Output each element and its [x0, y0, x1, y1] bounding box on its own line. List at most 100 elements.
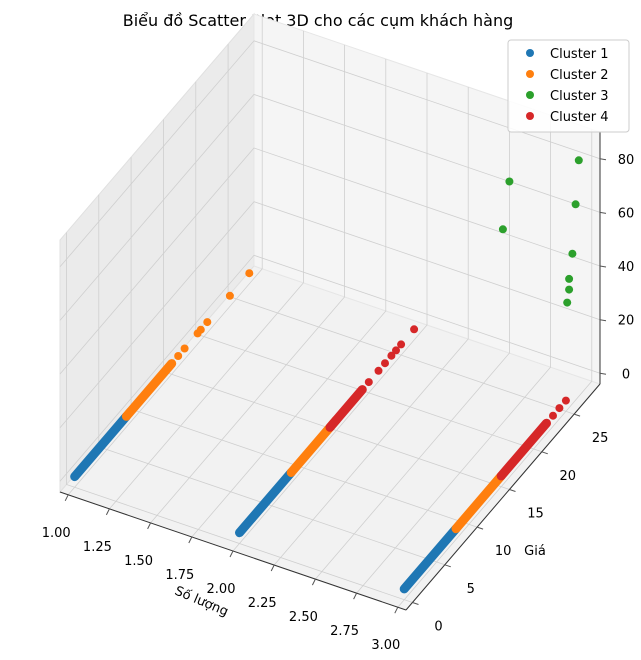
z-grid-line — [59, 254, 601, 482]
z-grid-line — [59, 93, 601, 321]
x-tick-mark — [147, 522, 152, 530]
scatter-point — [574, 156, 583, 165]
y-tick-label: 10 — [495, 544, 512, 559]
legend-label: Cluster 2 — [550, 68, 609, 83]
scatter-point-run — [399, 524, 461, 594]
y-tick-mark — [412, 602, 419, 605]
x-grid-line — [356, 115, 551, 594]
x-grid-line — [67, 16, 263, 496]
y-tick-mark — [573, 413, 581, 417]
x-tick-label: 3.00 — [371, 638, 400, 653]
scatter-point — [225, 291, 234, 300]
legend-label: Cluster 4 — [550, 110, 609, 125]
z-grid-line — [59, 147, 601, 375]
z-tick-label: 20 — [618, 314, 635, 329]
chart-title: Biểu đồ Scatter Plot 3D cho các cụm khác… — [123, 11, 514, 30]
x-tick-label: 1.75 — [165, 568, 194, 583]
scatter-point — [245, 269, 254, 278]
y-tick-mark — [509, 489, 516, 492]
z-tick-mark — [599, 372, 607, 375]
x-grid-line — [191, 59, 387, 538]
x-tick-mark — [353, 592, 358, 600]
scatter-point-run — [70, 411, 131, 482]
x-tick-mark — [394, 606, 399, 614]
legend-marker — [526, 91, 534, 99]
scatter-point — [565, 285, 574, 294]
scatter-point-run — [121, 359, 177, 421]
x-tick-label: 1.50 — [124, 554, 153, 569]
y-tick-label: 5 — [467, 582, 475, 597]
x-tick-label: 2.50 — [289, 610, 318, 625]
y-tick-mark — [541, 451, 548, 455]
x-tick-mark — [311, 578, 316, 586]
scatter-point — [571, 200, 580, 209]
y-tick-label: 25 — [592, 431, 609, 446]
x-tick-mark — [64, 494, 69, 502]
scatter-point — [392, 346, 400, 355]
legend: Cluster 1 Cluster 2 Cluster 3 Cluster 4 — [507, 39, 630, 133]
x-tick-mark — [270, 564, 275, 572]
series-cluster-4 — [325, 325, 570, 481]
scatter-point — [397, 340, 406, 349]
scatter-point — [410, 325, 419, 334]
scatter-point — [505, 177, 514, 186]
z-tick-label: 0 — [622, 367, 630, 382]
legend-marker — [526, 49, 534, 57]
y-tick-mark — [476, 526, 484, 530]
x-tick-label: 1.25 — [83, 540, 112, 555]
legend-marker — [526, 112, 534, 120]
scatter-point — [565, 274, 574, 283]
scatter-point — [568, 249, 577, 258]
z-tick-mark — [599, 211, 607, 214]
scatter-point — [196, 325, 205, 334]
y-tick-mark — [444, 564, 451, 568]
scatter-point — [561, 396, 570, 405]
legend-label: Cluster 3 — [550, 89, 609, 104]
x-tick-mark — [105, 508, 110, 516]
series-cluster-3 — [498, 156, 583, 307]
scatter-point-run — [496, 418, 551, 481]
y-tick-label: 0 — [434, 620, 442, 635]
scatter-point — [374, 366, 383, 375]
series-cluster-1 — [70, 411, 461, 594]
y-axis-line — [405, 383, 601, 611]
scatter-point — [387, 351, 396, 360]
scatter-point — [174, 352, 183, 360]
y-tick-label: 20 — [560, 469, 577, 484]
x-grid-line — [397, 129, 593, 608]
x-tick-mark — [188, 536, 193, 544]
z-grid-line — [59, 201, 601, 428]
tick-labels: 1.00 1.25 1.50 1.75 2.00 2.25 2.50 2.75 3.00 0 5 10… — [42, 153, 635, 653]
data-marks — [70, 156, 583, 594]
legend-label: Cluster 1 — [550, 47, 609, 62]
z-tick-label: 80 — [618, 153, 635, 168]
x-tick-mark — [229, 550, 234, 558]
scatter-point — [381, 359, 389, 368]
z-tick-mark — [599, 319, 607, 322]
x-grid-line — [273, 87, 469, 566]
scatter-point — [364, 378, 373, 387]
scatter-point — [203, 318, 212, 327]
legend-box — [507, 39, 630, 133]
x-tick-label: 2.00 — [207, 582, 236, 597]
y-tick-label: 15 — [527, 507, 544, 522]
x-grid-line — [232, 73, 428, 552]
scatter-point — [555, 404, 564, 413]
scatter-point-run — [235, 468, 296, 538]
z-tick-mark — [599, 158, 607, 161]
y-axis-label: Giá — [524, 544, 546, 559]
z-tick-mark — [599, 265, 607, 268]
z-tick-label: 60 — [618, 206, 635, 221]
z-grid-line — [59, 40, 601, 268]
x-tick-label: 2.75 — [330, 624, 359, 639]
scatter-point-run — [325, 385, 367, 432]
scatter-point — [542, 419, 551, 428]
scatter-point — [498, 225, 507, 234]
legend-marker — [526, 70, 534, 78]
scatter-point — [549, 411, 557, 420]
y-grid-line — [66, 232, 413, 603]
scatter-point — [180, 344, 189, 353]
scatter-point-run — [451, 471, 506, 534]
x-grid-line — [150, 44, 346, 524]
